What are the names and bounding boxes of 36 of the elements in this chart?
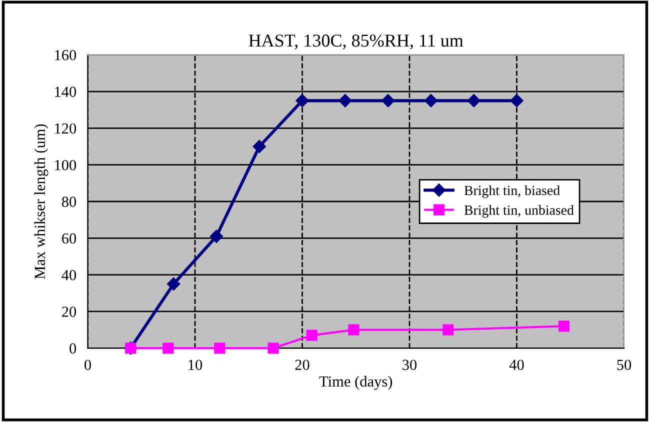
point [510, 94, 524, 108]
point [424, 94, 438, 108]
x-tick-label: 10 [188, 360, 202, 370]
y-tick-label: 140 [55, 86, 76, 97]
x-tick-label: 0 [84, 360, 91, 370]
x-tick-label: 20 [295, 360, 310, 370]
x-tick-label: 50 [617, 360, 632, 370]
point [558, 320, 570, 332]
y-tick-label: 160 [55, 50, 76, 60]
y-tick-label: 60 [62, 233, 76, 244]
point [338, 94, 352, 108]
y-tick-label: 120 [55, 123, 76, 134]
y-tick-label: 80 [62, 196, 76, 207]
y-tick-label: 0 [70, 343, 76, 354]
y-tick-label: 100 [55, 160, 76, 170]
x-tick-label: 40 [509, 360, 524, 370]
y-axis-title: Max whikser length (um) [34, 124, 48, 279]
y-tick-label: 20 [62, 306, 76, 317]
point [252, 140, 266, 154]
point [467, 94, 480, 108]
x-axis-title: Time (days) [319, 376, 392, 390]
legend-label: Bright tin, unbiased [464, 205, 574, 218]
point [381, 94, 395, 108]
point [162, 342, 174, 354]
point [268, 342, 279, 354]
point [214, 342, 226, 354]
chart-title: HAST, 130C, 85%RH, 11 um [248, 34, 464, 50]
point [296, 94, 309, 108]
point [442, 324, 454, 336]
legend-label: Bright tin, biased [464, 185, 560, 198]
point [348, 324, 360, 336]
point [306, 330, 318, 341]
point [210, 230, 224, 243]
point [166, 277, 180, 291]
y-tick-label: 40 [62, 270, 76, 280]
x-tick-label: 30 [402, 360, 417, 370]
